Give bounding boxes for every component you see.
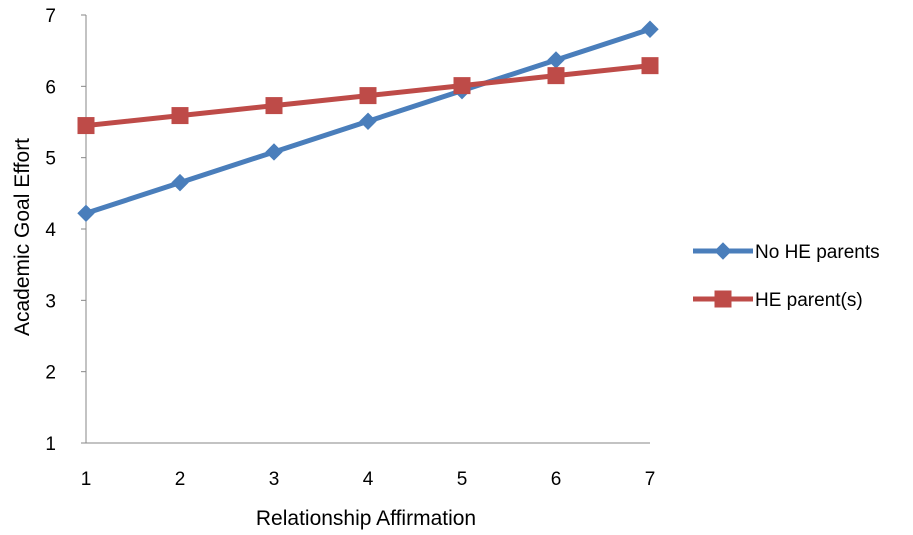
axes <box>81 14 650 444</box>
x-tick-label: 7 <box>645 469 656 490</box>
data-point <box>641 57 659 75</box>
y-tick-label: 5 <box>45 149 56 170</box>
legend-item: HE parent(s) <box>693 290 863 311</box>
data-point <box>359 87 377 105</box>
legend-label: No HE parents <box>755 242 880 263</box>
series-layer <box>77 20 659 223</box>
legend-marker <box>714 290 732 308</box>
x-tick-label: 1 <box>81 469 92 490</box>
data-point <box>547 51 565 69</box>
legend-label: HE parent(s) <box>755 290 863 311</box>
tick-labels: 1 2 3 4 5 6 7 1 2 3 4 5 6 7 <box>45 6 655 490</box>
legend: No HE parents HE parent(s) <box>693 242 880 311</box>
y-tick-label: 2 <box>45 363 56 384</box>
data-point <box>265 143 283 161</box>
data-point <box>547 67 565 85</box>
x-tick-label: 2 <box>175 469 186 490</box>
data-point <box>171 173 189 192</box>
data-point <box>77 117 95 135</box>
data-point <box>359 112 377 130</box>
y-tick-label: 6 <box>45 77 56 98</box>
data-point <box>453 77 471 95</box>
y-tick-label: 7 <box>45 6 56 27</box>
legend-marker <box>714 242 732 260</box>
y-tick-label: 4 <box>45 220 56 241</box>
series-group <box>77 57 659 135</box>
y-axis-title: Academic Goal Effort <box>11 138 34 336</box>
series-group <box>77 20 659 223</box>
x-axis-title: Relationship Affirmation <box>256 507 476 530</box>
y-tick-label: 3 <box>45 291 56 312</box>
x-tick-label: 3 <box>269 469 280 490</box>
x-tick-label: 5 <box>457 469 468 490</box>
data-point <box>641 20 659 38</box>
x-tick-label: 4 <box>363 469 374 490</box>
data-point <box>171 107 189 125</box>
legend-item: No HE parents <box>693 242 880 263</box>
data-point <box>77 204 95 223</box>
x-tick-label: 6 <box>551 469 562 490</box>
data-point <box>265 97 283 115</box>
y-tick-label: 1 <box>45 434 56 455</box>
